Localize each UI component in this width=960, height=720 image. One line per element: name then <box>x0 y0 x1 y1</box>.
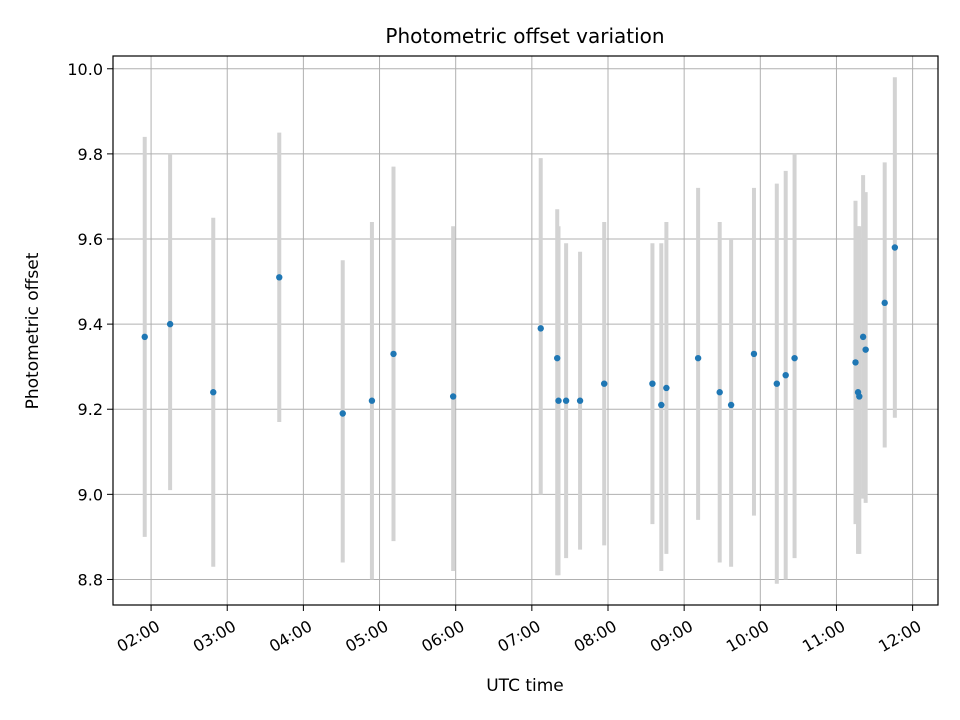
data-point <box>600 380 608 387</box>
data-point <box>555 397 562 404</box>
data-point <box>368 397 376 404</box>
data-point <box>658 401 665 409</box>
data-point <box>390 350 397 358</box>
y-tick-label: 9.8 <box>78 145 103 164</box>
x-axis-label: UTC time <box>486 676 564 696</box>
data-point <box>649 380 656 387</box>
plot-frame <box>112 55 939 606</box>
data-point <box>862 346 869 353</box>
data-point <box>449 393 457 400</box>
y-tick-label: 9.6 <box>78 230 103 249</box>
y-tick-label: 8.8 <box>78 570 103 589</box>
y-tick-label: 9.2 <box>78 400 103 419</box>
data-point <box>554 354 561 362</box>
data-point <box>694 354 702 362</box>
data-point <box>562 397 570 404</box>
data-point <box>576 397 584 404</box>
data-point <box>750 350 758 358</box>
data-point <box>716 389 723 396</box>
data-point <box>859 333 867 341</box>
data-point <box>663 384 670 392</box>
data-point <box>881 299 888 307</box>
grid-lines <box>113 56 938 605</box>
data-point <box>210 389 217 396</box>
y-tick-label: 9.0 <box>78 485 103 504</box>
data-point <box>773 380 781 387</box>
data-point <box>339 410 346 417</box>
data-point <box>782 371 789 379</box>
data-point <box>856 393 863 400</box>
data-point <box>537 325 544 332</box>
data-point <box>166 320 174 328</box>
data-points <box>141 244 899 417</box>
data-point <box>141 333 148 341</box>
y-tick-label: 10.0 <box>67 60 103 79</box>
data-point <box>276 274 283 281</box>
chart-title: Photometric offset variation <box>385 24 664 48</box>
y-axis-ticks: 8.8 9.0 9.2 9.4 9.6 9.8 10.0 <box>67 60 113 589</box>
data-point <box>852 359 859 366</box>
data-point <box>791 354 798 362</box>
data-point <box>727 401 735 409</box>
data-point <box>891 244 899 251</box>
y-axis-label: Photometric offset <box>23 252 43 409</box>
y-tick-label: 9.4 <box>78 315 103 334</box>
